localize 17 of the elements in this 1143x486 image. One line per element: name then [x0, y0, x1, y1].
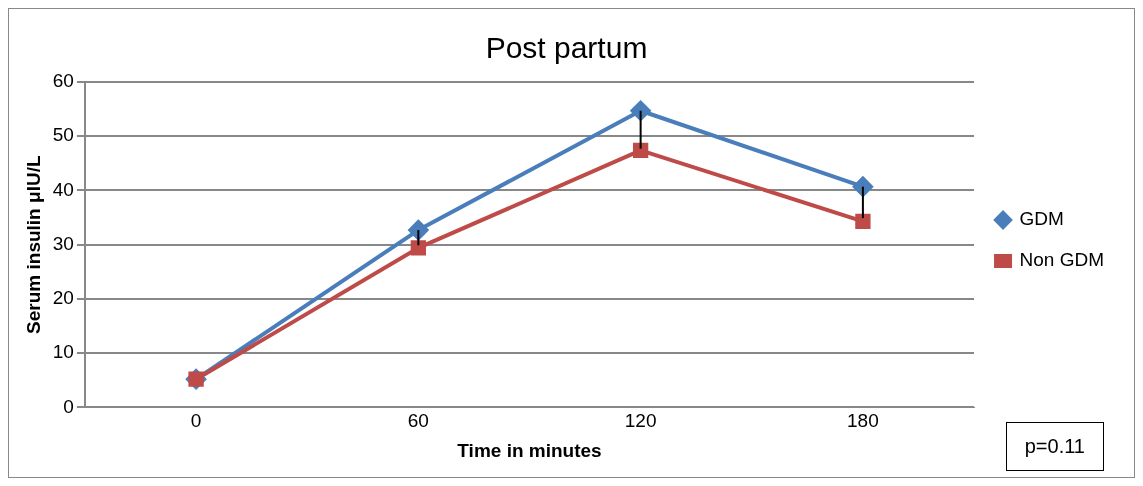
x-tick-label: 60 [407, 410, 429, 432]
y-tick-label: 20 [52, 287, 74, 309]
y-tick-label: 30 [52, 232, 74, 254]
x-tick-label: 120 [624, 410, 657, 432]
x-tick-label: 180 [847, 410, 879, 432]
y-tick-label: 40 [52, 178, 74, 200]
y-tick-label: 50 [52, 124, 74, 146]
y-tick-label: 10 [52, 341, 74, 363]
text: p=0.11 [1005, 422, 1104, 471]
x-tick-label: 0 [190, 410, 202, 432]
legend-label: GDM [1019, 208, 1064, 230]
x-axis-title: Time in minutes [457, 439, 602, 461]
y-tick-label: 0 [63, 395, 74, 417]
y-tick-label: 60 [52, 70, 74, 92]
chart-title: Post partum [485, 31, 648, 65]
y-axis-title: Serum insulin μIU/L [22, 155, 44, 334]
legend-label: Non GDM [1019, 249, 1105, 271]
